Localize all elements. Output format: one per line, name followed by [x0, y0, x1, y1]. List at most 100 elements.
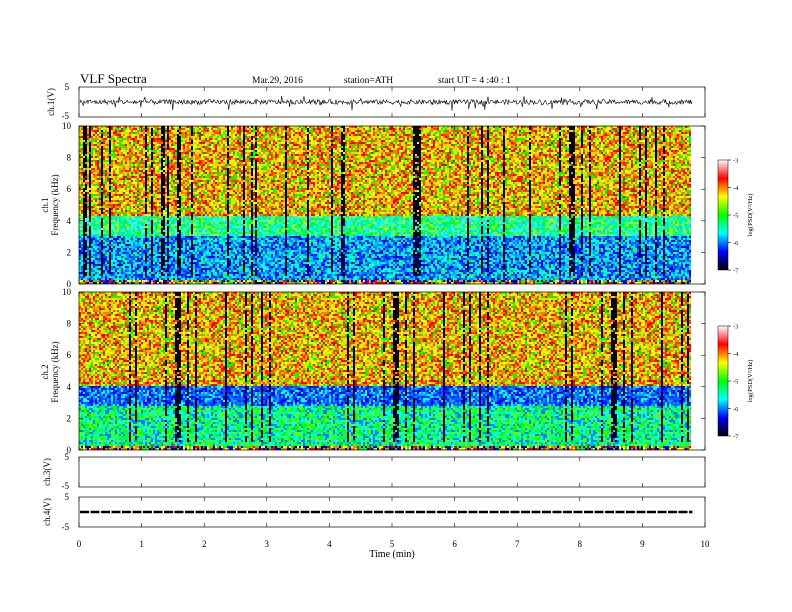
spectrogram-cell	[97, 270, 99, 272]
spectrogram-cell	[119, 196, 121, 198]
spectrogram-cell	[111, 258, 113, 260]
spectrogram-cell	[93, 264, 95, 266]
spectrogram-cell	[99, 204, 101, 206]
spectrogram-cell	[107, 268, 109, 270]
spectrogram-cell	[127, 196, 129, 198]
spectrogram-cell	[101, 140, 103, 142]
spectrogram-cell	[107, 242, 109, 244]
spectrogram-cell	[117, 188, 119, 190]
spectrogram-cell	[115, 160, 117, 162]
spectrogram-cell	[89, 250, 91, 252]
spectrogram-cell	[85, 170, 87, 172]
spectrogram-cell	[99, 176, 101, 178]
spectrogram-cell	[103, 142, 105, 144]
spectrogram-cell	[125, 190, 127, 192]
spectrogram-cell	[117, 170, 119, 172]
spectrogram-cell	[123, 166, 125, 168]
spectrogram-cell	[99, 200, 101, 202]
spectrogram-cell	[83, 238, 85, 240]
spectrogram-cell	[97, 244, 99, 246]
spectrogram-cell	[95, 170, 97, 172]
spectrogram-cell	[85, 280, 87, 282]
spectrogram-cell	[119, 134, 121, 136]
spectrogram-cell	[85, 256, 87, 258]
spectrogram-cell	[115, 254, 117, 256]
spectrogram-cell	[99, 246, 101, 248]
spectrogram-cell	[107, 206, 109, 208]
spectrogram-cell	[117, 168, 119, 170]
spectrogram-cell	[97, 248, 99, 250]
spectrogram-cell	[117, 212, 119, 214]
spectrogram-cell	[89, 134, 91, 136]
spectrogram-cell	[121, 140, 123, 142]
spectrogram-cell	[121, 278, 123, 280]
spectrogram-cell	[117, 166, 119, 168]
spectrogram-cell	[127, 250, 129, 252]
spectrogram-cell	[107, 192, 109, 194]
spectrogram-cell	[125, 170, 127, 172]
spectrogram-cell	[131, 166, 133, 168]
spectrogram-cell	[105, 278, 107, 280]
spectrogram-cell	[127, 204, 129, 206]
spectrogram-cell	[97, 222, 99, 224]
spectrogram-cell	[91, 238, 93, 240]
spectrogram-cell	[115, 214, 117, 216]
spectrogram-cell	[97, 212, 99, 214]
spectrogram-cell	[111, 134, 113, 136]
spectrogram-cell	[131, 132, 133, 134]
spectrogram-cell	[117, 268, 119, 270]
spectrogram-cell	[119, 212, 121, 214]
spectrogram-cell	[99, 184, 101, 186]
spectrogram-cell	[125, 260, 127, 262]
spectrogram-cell	[81, 216, 83, 218]
spectrogram-cell	[127, 246, 129, 248]
spectrogram-cell	[103, 232, 105, 234]
spectrogram-cell	[127, 244, 129, 246]
spectrogram-cell	[91, 142, 93, 144]
spectrogram-cell	[127, 142, 129, 144]
spectrogram-cell	[113, 206, 115, 208]
spectrogram-cell	[119, 262, 121, 264]
spectrogram-cell	[101, 260, 103, 262]
spectrogram-cell	[109, 236, 111, 238]
panel-frame	[79, 87, 705, 117]
spectrogram-cell	[111, 252, 113, 254]
spectrogram-cell	[129, 158, 131, 160]
spectrogram-cell	[103, 210, 105, 212]
spectrogram-cell	[121, 130, 123, 132]
spectrogram-cell	[87, 150, 89, 152]
spectrogram-cell	[89, 144, 91, 146]
spectrogram-cell	[131, 152, 133, 154]
spectrogram-cell	[127, 236, 129, 238]
spectrogram-cell	[99, 244, 101, 246]
spectrogram-cell	[109, 144, 111, 146]
spectrogram-cell	[121, 180, 123, 182]
spectrogram-cell	[111, 232, 113, 234]
spectrogram-cell	[105, 176, 107, 178]
spectrogram-cell	[93, 138, 95, 140]
spectrogram-cell	[119, 236, 121, 238]
spectrogram-cell	[117, 146, 119, 148]
spectrogram-cell	[123, 262, 125, 264]
spectrogram-cell	[81, 200, 83, 202]
spectrogram-cell	[107, 278, 109, 280]
spectrogram-cell	[99, 180, 101, 182]
spectrogram-cell	[93, 214, 95, 216]
spectrogram-cell	[95, 198, 97, 200]
spectrogram-cell	[109, 128, 111, 130]
spectrogram-cell	[91, 218, 93, 220]
spectrogram-cell	[81, 270, 83, 272]
spectrogram-cell	[97, 170, 99, 172]
spectrogram-cell	[89, 280, 91, 282]
spectrogram-cell	[125, 178, 127, 180]
spectrogram-cell	[107, 228, 109, 230]
spectrogram-cell	[87, 276, 89, 278]
spectrogram-cell	[87, 172, 89, 174]
spectrogram-cell	[93, 166, 95, 168]
spectrogram-cell	[105, 200, 107, 202]
spectrogram-cell	[85, 252, 87, 254]
spectrogram-cell	[107, 158, 109, 160]
spectrogram-cell	[113, 158, 115, 160]
spectrogram-cell	[105, 222, 107, 224]
spectrogram-cell	[115, 158, 117, 160]
